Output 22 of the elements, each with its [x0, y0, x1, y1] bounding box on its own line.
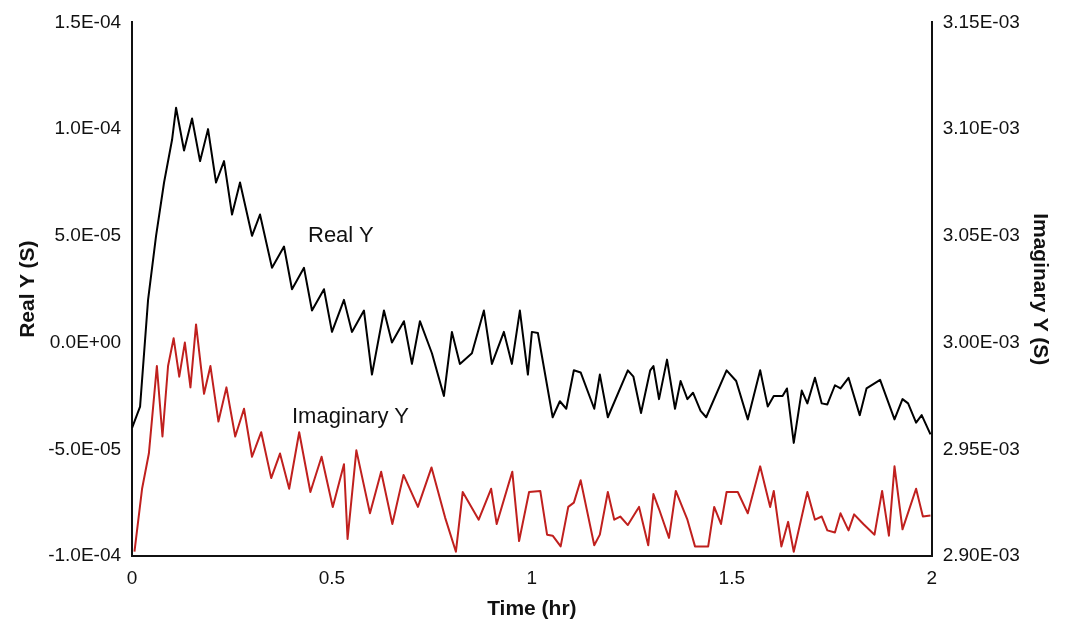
y2-axis-title: Imaginary Y (S) [1029, 213, 1053, 366]
x-tick-label: 2 [926, 566, 937, 588]
x-axis-title: Time (hr) [487, 596, 577, 620]
y2-tick-label: 3.15E-03 [942, 10, 1020, 32]
x-tick-label: 1.5 [718, 566, 745, 588]
x-tick-label: 0 [126, 566, 138, 588]
y-axis-title: Real Y (S) [15, 240, 39, 338]
series-label: Imaginary Y [292, 403, 410, 429]
y-tick-label: 1.0E-04 [54, 117, 122, 139]
y-tick-label: -5.0E-05 [48, 437, 122, 459]
y2-tick-label: 2.95E-03 [942, 437, 1020, 459]
series-label: Real Y [307, 221, 374, 247]
x-tick-label: 1 [526, 566, 538, 588]
y-tick-label: 0.0E+00 [49, 330, 122, 352]
y2-tick-label: 3.00E-03 [942, 330, 1020, 352]
y-tick-label: 1.5E-04 [54, 10, 122, 32]
y2-tick-label: 3.05E-03 [942, 224, 1020, 246]
y-tick-label: 5.0E-05 [54, 224, 122, 246]
x-tick-label: 0.5 [318, 566, 346, 588]
y2-tick-label: 3.10E-03 [942, 117, 1020, 139]
y2-tick-label: 2.90E-03 [942, 544, 1020, 566]
y-tick-label: -1.0E-04 [48, 544, 122, 566]
